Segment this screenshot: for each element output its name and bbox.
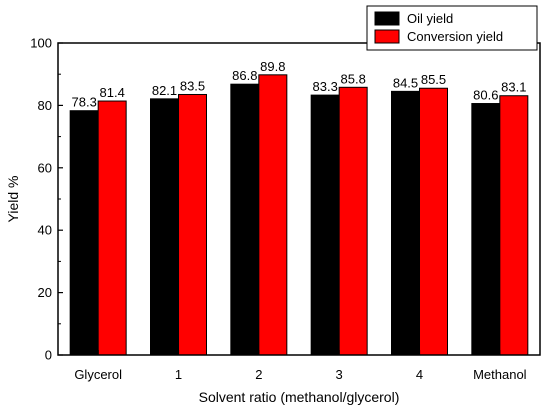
oil-yield-legend-swatch bbox=[374, 11, 400, 26]
oil-yield-value-label: 83.3 bbox=[313, 79, 338, 94]
conversion-yield-bar bbox=[499, 95, 529, 356]
oil-yield-bar bbox=[69, 110, 99, 356]
conversion-yield-legend-label: Conversion yield bbox=[407, 29, 503, 44]
y-axis-title: Yield % bbox=[5, 176, 21, 223]
oil-yield-bar bbox=[150, 98, 179, 356]
oil-yield-value-label: 82.1 bbox=[152, 83, 177, 98]
bars-group bbox=[69, 74, 529, 356]
conversion-yield-value-label: 83.5 bbox=[180, 78, 205, 93]
conversion-yield-value-label: 85.8 bbox=[341, 71, 366, 86]
y-tick-label: 100 bbox=[30, 36, 52, 51]
oil-yield-legend-label: Oil yield bbox=[407, 11, 453, 26]
y-tick-label: 0 bbox=[45, 348, 52, 363]
conversion-yield-bar bbox=[258, 74, 288, 356]
y-tick-label: 80 bbox=[38, 98, 52, 113]
x-axis: Glycerol 1 2 3 4 Methanol bbox=[74, 350, 527, 382]
y-tick-label: 60 bbox=[38, 160, 52, 175]
conversion-yield-legend-swatch bbox=[374, 29, 400, 44]
conversion-yield-value-label: 89.8 bbox=[260, 59, 285, 74]
x-tick-label: Methanol bbox=[473, 367, 527, 382]
oil-yield-value-label: 78.3 bbox=[72, 95, 97, 110]
x-tick-label: 2 bbox=[255, 367, 262, 382]
conversion-yield-bar bbox=[178, 93, 207, 356]
plot-frame bbox=[57, 42, 541, 356]
oil-yield-bar bbox=[230, 83, 260, 356]
x-axis-title: Solvent ratio (methanol/glycerol) bbox=[199, 389, 400, 405]
oil-yield-bar bbox=[310, 94, 340, 356]
oil-yield-value-label: 86.8 bbox=[232, 68, 257, 83]
x-tick-label: 3 bbox=[336, 367, 343, 382]
conversion-yield-bar bbox=[338, 86, 368, 356]
conversion-yield-value-label: 85.5 bbox=[421, 72, 446, 87]
oil-yield-bar bbox=[391, 90, 420, 356]
oil-yield-bar bbox=[471, 103, 501, 356]
x-tick-label: 4 bbox=[416, 367, 423, 382]
conversion-yield-value-label: 83.1 bbox=[501, 80, 526, 95]
data-labels-group: 78.381.4 82.1 83.5 86.889.8 83.385.8 84.5 85.5… bbox=[72, 59, 527, 110]
y-tick-label: 40 bbox=[38, 223, 52, 238]
y-axis: 0 20 40 60 80 100 bbox=[30, 36, 63, 363]
conversion-yield-value-label: 81.4 bbox=[100, 85, 125, 100]
oil-yield-value-label: 80.6 bbox=[473, 88, 498, 103]
y-tick-label: 20 bbox=[38, 285, 52, 300]
conversion-yield-bar bbox=[97, 100, 127, 356]
x-tick-label: Glycerol bbox=[74, 367, 122, 382]
x-tick-label: 1 bbox=[175, 367, 182, 382]
conversion-yield-bar bbox=[419, 87, 448, 356]
oil-yield-value-label: 84.5 bbox=[393, 75, 418, 90]
legend: Oil yield Conversion yield bbox=[366, 5, 538, 51]
